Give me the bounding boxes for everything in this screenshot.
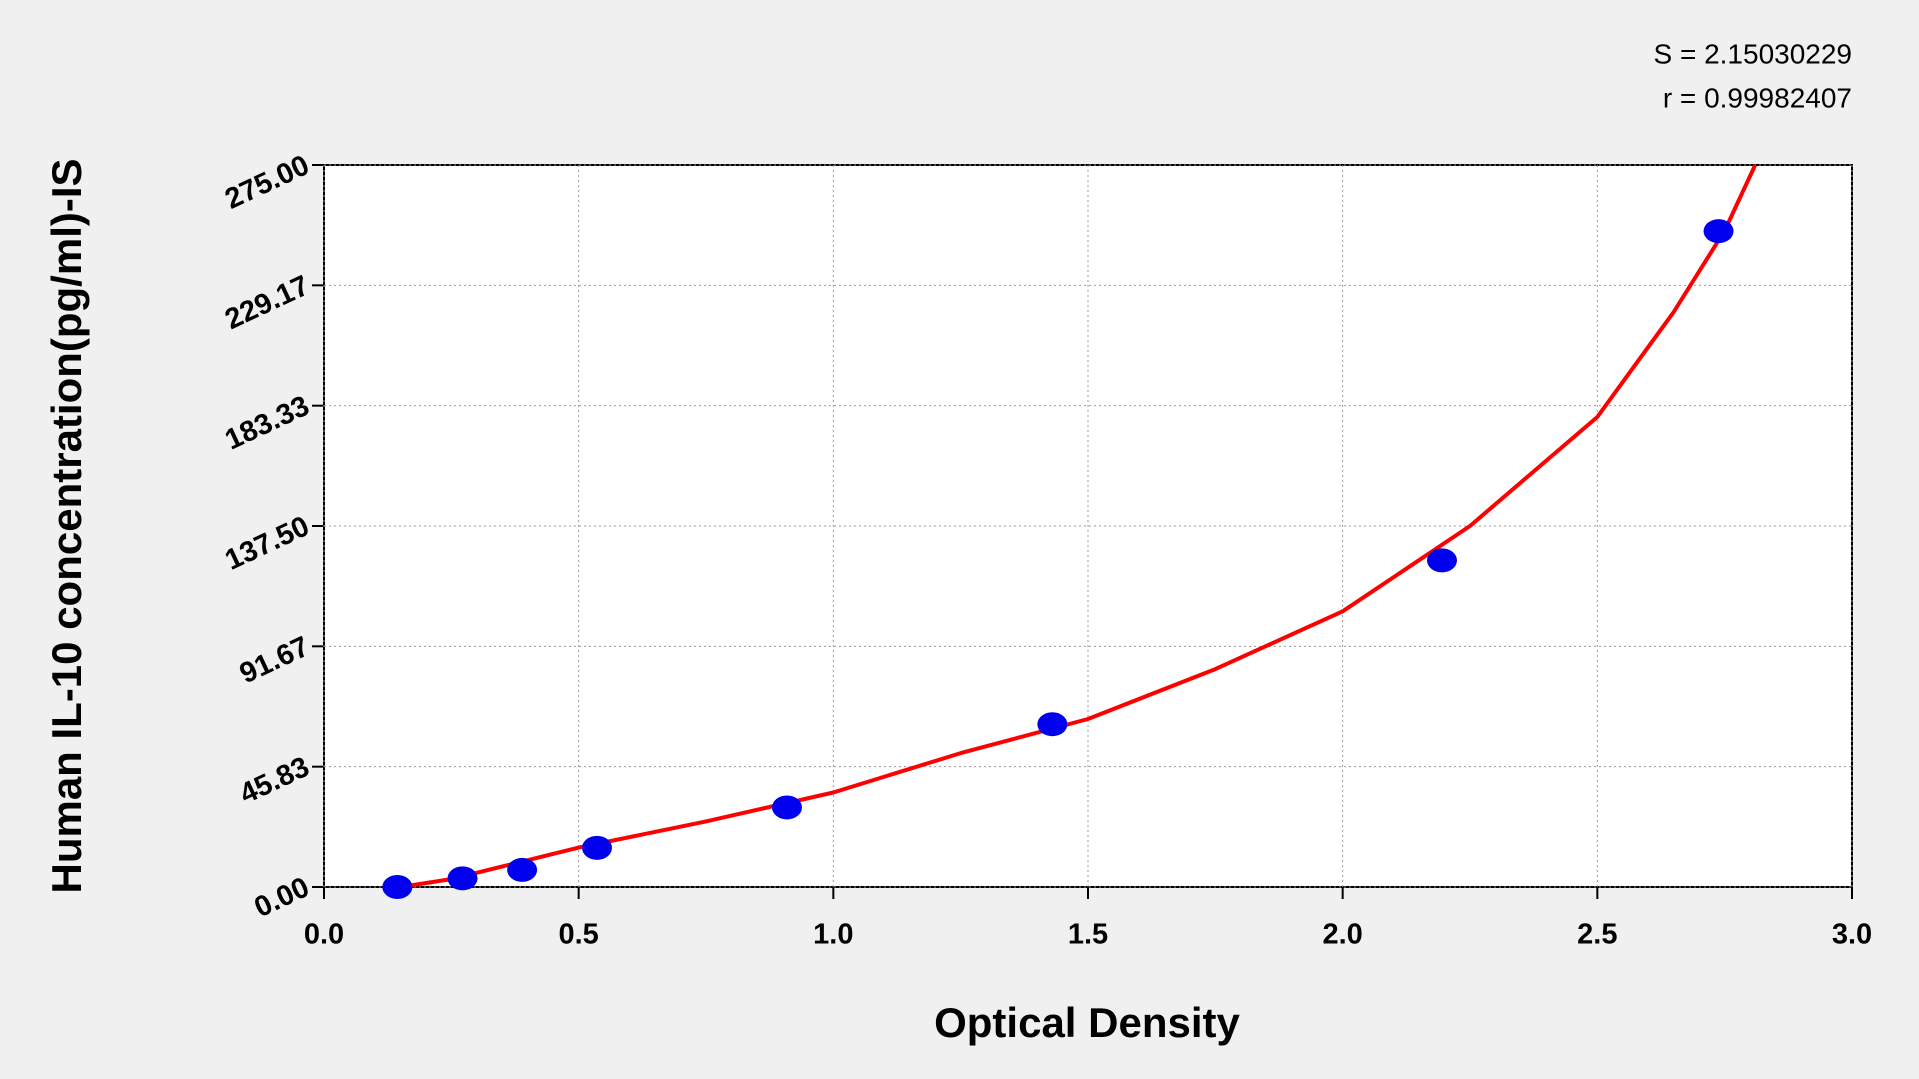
y-axis-title: Human IL-10 concentration(pg/ml)-IS [43,158,90,893]
y-tick-label: 183.33 [220,390,314,456]
y-tick-label: 137.50 [220,510,314,576]
data-point [382,875,413,899]
x-tick-label: 3.0 [1832,919,1872,951]
y-tick-label: 0.00 [250,871,315,924]
data-point [582,835,613,860]
y-tick-label: 275.00 [220,149,314,215]
y-tick-label: 229.17 [220,270,314,336]
y-tick-label: 45.83 [235,751,314,811]
data-point [1703,219,1734,244]
data-point [1426,548,1457,573]
x-tick-label: 0.0 [304,919,344,951]
data-point [507,857,538,882]
x-axis-title: Optical Density [934,999,1240,1046]
x-tick-label: 1.0 [813,919,853,951]
x-tick-label: 2.0 [1323,919,1363,951]
data-point [447,866,478,891]
data-point [771,795,802,820]
x-tick-label: 2.5 [1577,919,1617,951]
y-tick-label: 91.67 [235,631,314,691]
x-tick-label: 1.5 [1068,919,1108,951]
x-tick-label: 0.5 [559,919,599,951]
annotation: S = 2.15030229 [1653,38,1852,69]
annotation: r = 0.99982407 [1663,82,1852,113]
data-point [1037,712,1068,737]
